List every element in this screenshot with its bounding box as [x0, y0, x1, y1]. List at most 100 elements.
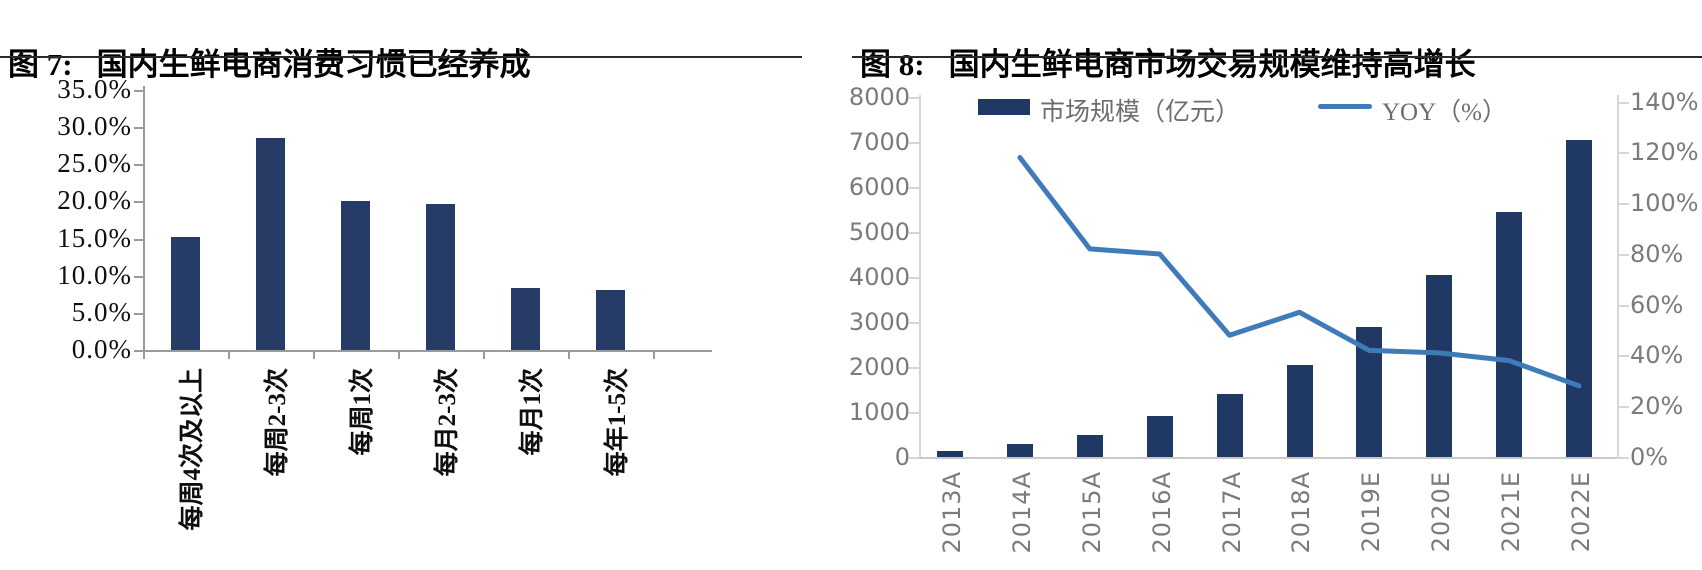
fig8-left-ytick-label: 4000: [848, 263, 910, 291]
fig8-right-ytick-mark: [1619, 457, 1629, 459]
fig7-ytick-mark: [134, 127, 143, 130]
fig7-x-axis-line: [143, 350, 712, 352]
fig8-left-ytick-label: 2000: [848, 353, 910, 381]
fig7-xtick-label: 每月2-3次: [433, 368, 461, 477]
fig8-xtick-label: 2022E: [1567, 471, 1596, 553]
fig7-ytick-label: 15.0%: [57, 222, 132, 253]
fig7-y-axis-line: [143, 86, 145, 352]
fig8-right-ytick-label: 0%: [1630, 443, 1669, 471]
fig8-right-ytick-label: 120%: [1630, 138, 1699, 167]
fig8-right-ytick-label: 40%: [1630, 341, 1684, 370]
fig8-bar: [1146, 416, 1173, 457]
figure-8-caption: 国内生鲜电商市场交易规模维持高增长: [948, 47, 1476, 82]
fig8-right-ytick-label: 80%: [1630, 239, 1684, 268]
fig8-left-ytick-mark: [909, 232, 919, 234]
fig7-ytick-label: 10.0%: [57, 259, 132, 290]
fig8-bar: [1356, 327, 1383, 457]
figure-8-title-rule: [852, 56, 1702, 58]
legend-bar-label: 市场规模（亿元）: [1040, 99, 1241, 126]
fig8-bar: [1496, 211, 1523, 458]
figure-7-title-rule: [0, 56, 802, 58]
fig7-ytick-mark: [134, 275, 143, 278]
fig8-bar: [1566, 139, 1593, 458]
fig7-ytick-mark: [134, 164, 143, 167]
fig8-right-axis-line: [1617, 95, 1619, 459]
fig8-right-ytick-mark: [1619, 152, 1629, 155]
fig7-bar: [256, 137, 285, 350]
fig8-bar: [1006, 443, 1033, 457]
fig7-xtick-mark: [313, 350, 315, 359]
fig7-ytick-mark: [134, 312, 143, 315]
fig7-xtick-mark: [483, 350, 485, 359]
fig8-xtick-label: 2017A: [1217, 471, 1246, 554]
fig7-bar: [511, 288, 540, 350]
fig8-x-axis-line: [919, 457, 1617, 459]
fig7-bar: [341, 201, 370, 350]
fig8-right-ytick-label: 20%: [1630, 392, 1684, 421]
fig8-right-ytick-label: 140%: [1630, 87, 1699, 116]
fig8-xtick-label: 2015A: [1077, 471, 1106, 554]
fig8-xtick-label: 2019E: [1357, 471, 1386, 553]
fig8-left-ytick-mark: [909, 457, 919, 459]
fig8-right-ytick-mark: [1619, 304, 1629, 307]
legend-line-swatch: [1318, 104, 1372, 109]
figure-8-number: 图 8:: [860, 47, 925, 82]
fig8-right-ytick-label: 60%: [1630, 290, 1684, 319]
fig8-xtick-label: 2020E: [1427, 471, 1456, 553]
legend-bar-swatch: [978, 99, 1030, 115]
figure-7-number: 图 7:: [8, 47, 73, 82]
fig8-right-ytick-mark: [1619, 253, 1629, 256]
fig7-ytick-mark: [134, 238, 143, 241]
fig8-left-ytick-mark: [909, 187, 919, 189]
fig7-xtick-label: 每周2-3次: [263, 368, 291, 477]
fig8-right-ytick-mark: [1619, 406, 1629, 409]
fig7-xtick-label: 每周1次: [348, 368, 376, 456]
figure-8-title: 图 8: 国内生鲜电商市场交易规模维持高增长: [860, 39, 1476, 84]
fig8-left-ytick-label: 5000: [848, 218, 910, 246]
fig8-left-ytick-label: 1000: [848, 398, 910, 426]
fig7-ytick-mark: [134, 201, 143, 204]
fig7-bar: [596, 289, 625, 350]
fig7-bar: [426, 204, 455, 350]
fig7-xtick-mark: [398, 350, 400, 359]
fig7-xtick-mark: [568, 350, 570, 359]
fig8-bar: [937, 451, 963, 457]
fig7-ytick-label: 30.0%: [57, 111, 132, 142]
legend-line-label: YOY（%）: [1382, 99, 1507, 126]
fig7-xtick-label: 每周4次及以上: [178, 368, 206, 531]
fig8-bar: [1216, 394, 1243, 457]
fig8-left-ytick-mark: [909, 412, 919, 414]
fig8-left-ytick-mark: [909, 277, 919, 279]
fig8-right-ytick-mark: [1619, 355, 1629, 358]
fig8-left-ytick-label: 3000: [848, 308, 910, 336]
fig7-ytick-label: 25.0%: [57, 148, 132, 179]
fig8-right-ytick-mark: [1619, 101, 1629, 104]
fig8-left-ytick-label: 0: [894, 443, 910, 471]
fig8-left-ytick-mark: [909, 142, 919, 144]
fig8-bar: [1426, 274, 1453, 458]
fig7-xtick-mark: [653, 350, 655, 359]
fig7-ytick-mark: [134, 350, 143, 352]
fig8-left-ytick-mark: [909, 367, 919, 369]
fig8-right-ytick-mark: [1619, 203, 1629, 206]
fig8-left-ytick-mark: [909, 97, 919, 99]
fig8-left-ytick-label: 6000: [848, 173, 910, 201]
fig8-xtick-label: 2013A: [937, 471, 966, 554]
fig7-bar: [171, 237, 200, 350]
fig8-xtick-label: 2016A: [1147, 471, 1176, 554]
fig8-left-ytick-label: 7000: [848, 128, 910, 156]
fig8-bar: [1286, 365, 1313, 457]
fig7-ytick-label: 35.0%: [57, 74, 132, 104]
fig7-ytick-label: 0.0%: [71, 334, 132, 364]
fig8-left-axis-line: [919, 95, 921, 459]
fig8-left-ytick-mark: [909, 322, 919, 324]
fig7-xtick-mark: [228, 350, 230, 359]
fig7-xtick-mark: [143, 350, 145, 359]
fig8-xtick-label: 2018A: [1287, 471, 1316, 554]
fig7-ytick-label: 5.0%: [71, 296, 132, 327]
fig8-xtick-label: 2014A: [1007, 471, 1036, 554]
fig7-ytick-mark: [134, 90, 143, 92]
fig8-left-ytick-label: 8000: [848, 83, 910, 111]
fig7-xtick-label: 每年1-5次: [603, 368, 631, 477]
